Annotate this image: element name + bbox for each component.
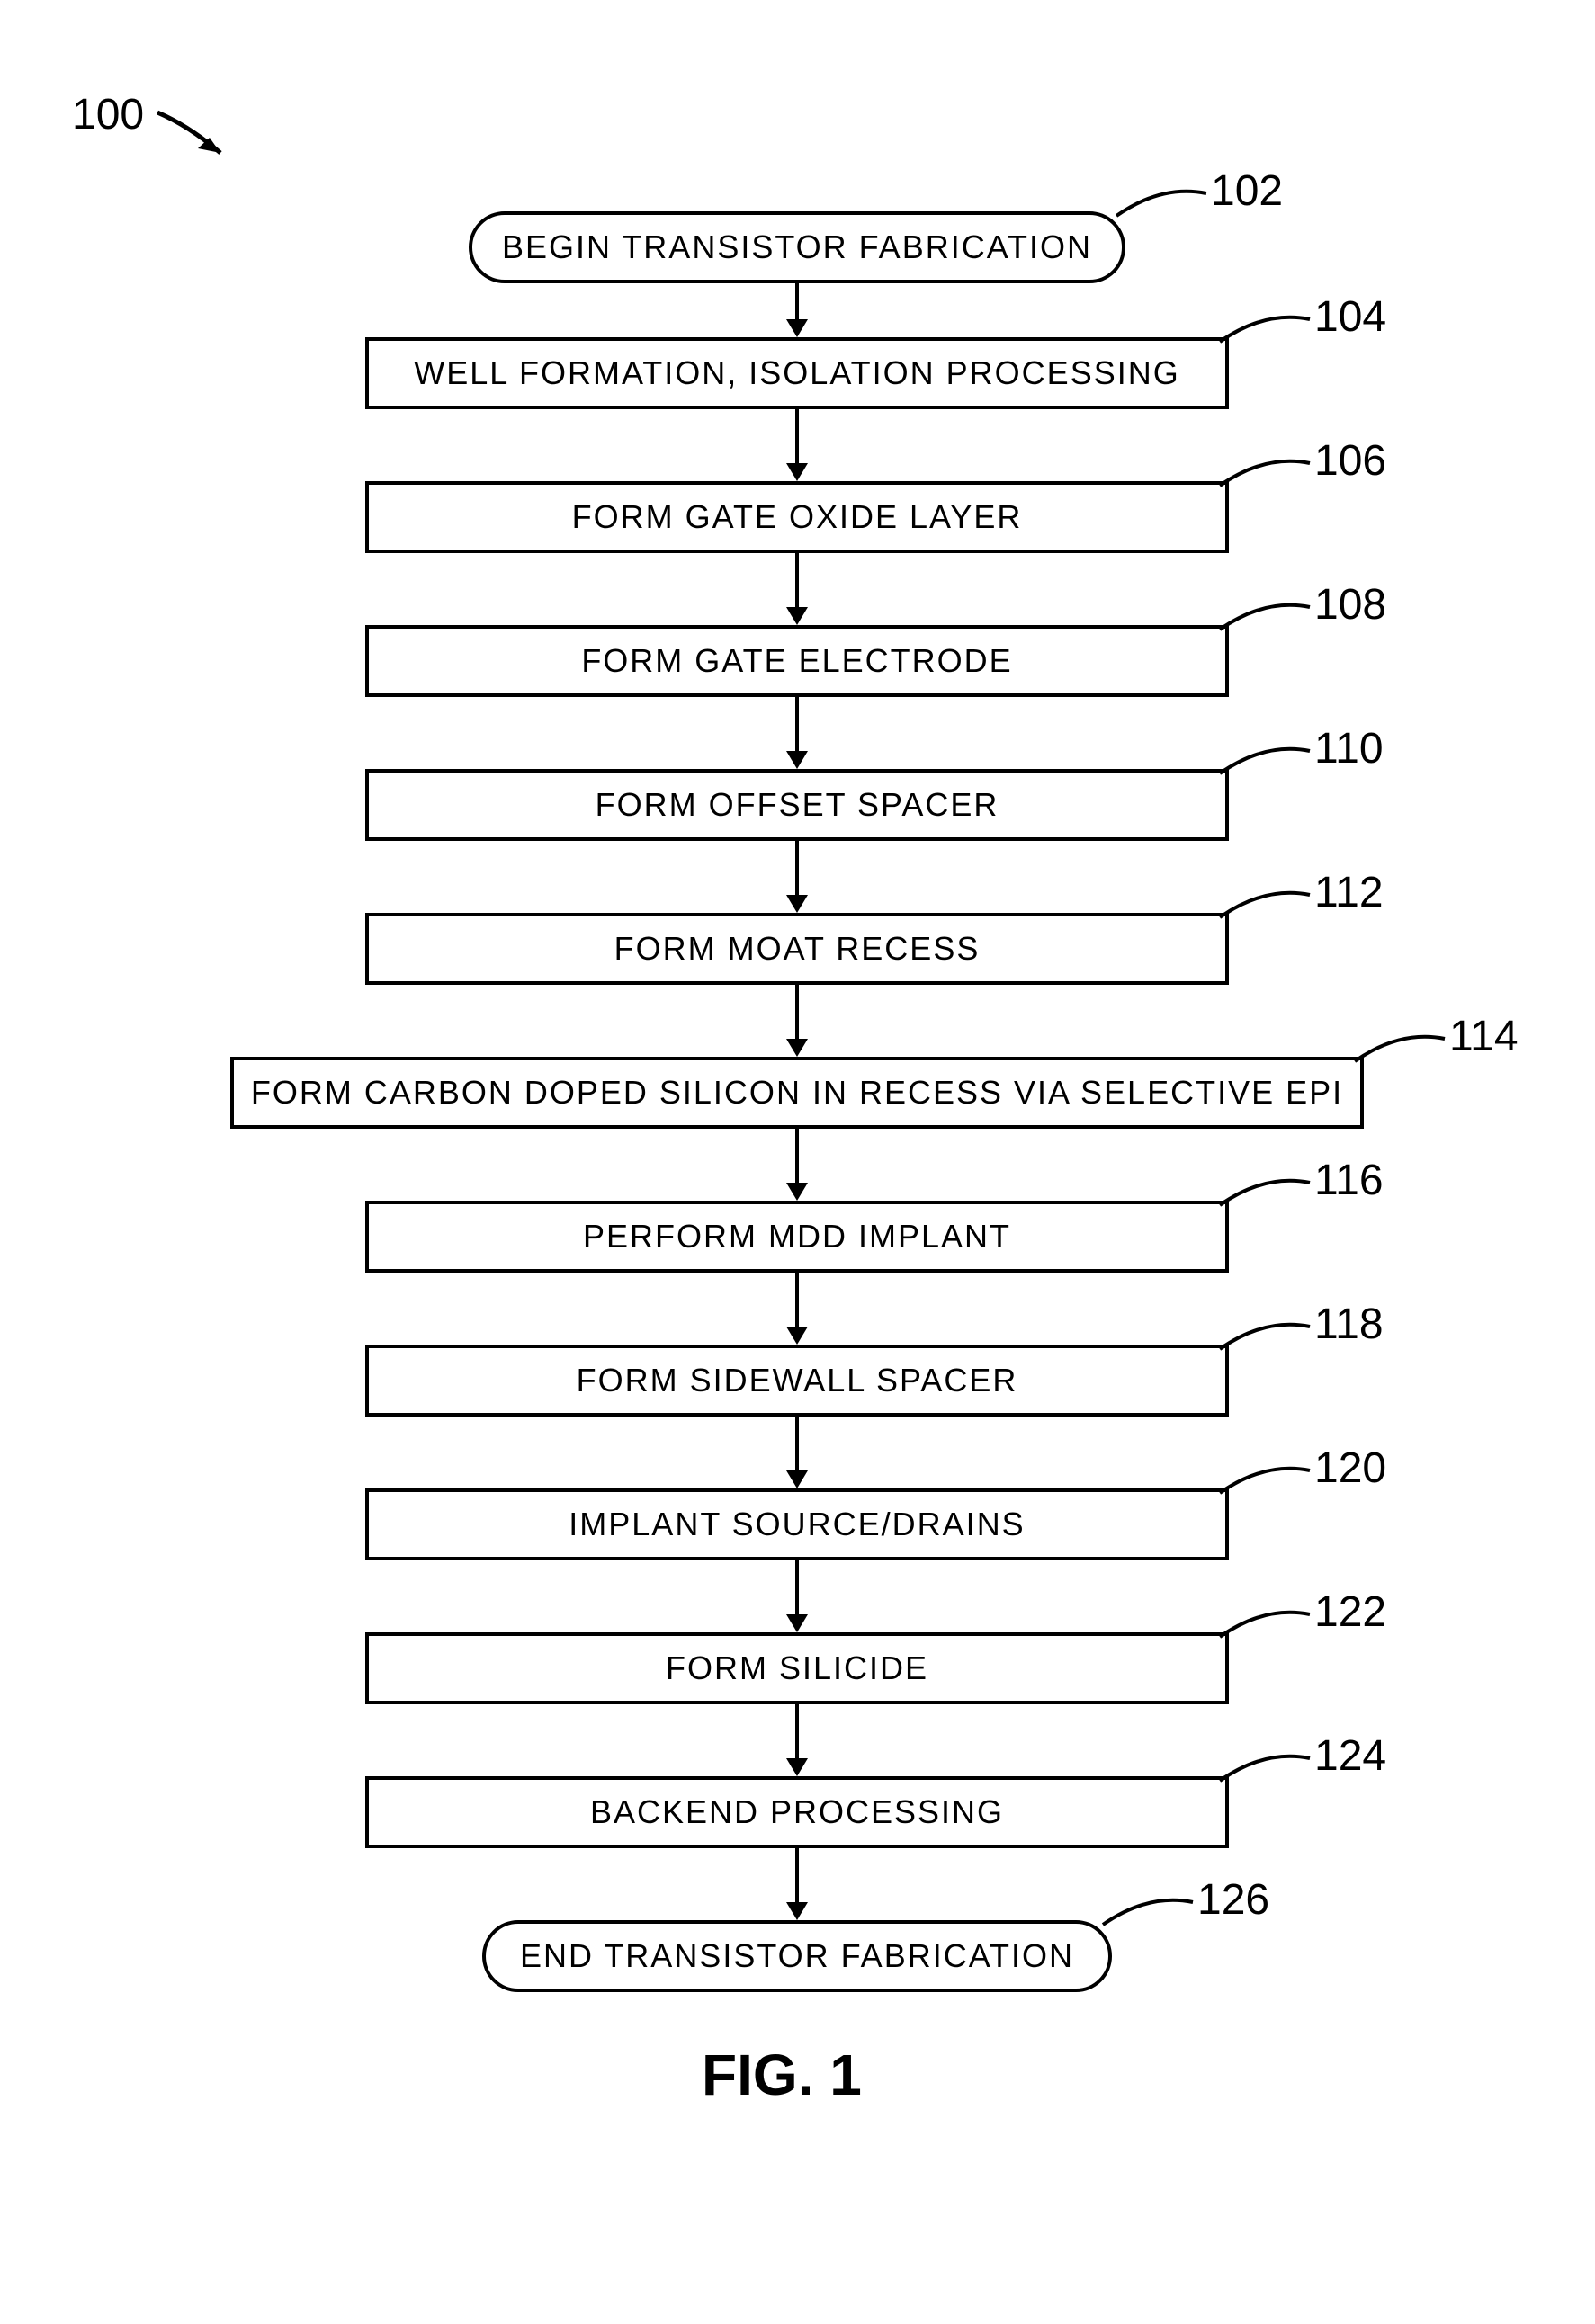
arrow-line-112-114	[795, 985, 799, 1041]
arrow-line-106-108	[795, 553, 799, 609]
node-118: FORM SIDEWALL SPACER	[365, 1345, 1229, 1417]
node-110: FORM OFFSET SPACER	[365, 769, 1229, 841]
leader-104	[1211, 310, 1319, 351]
leader-118	[1211, 1318, 1319, 1358]
node-label-118: FORM SIDEWALL SPACER	[577, 1362, 1018, 1399]
node-label-102: BEGIN TRANSISTOR FABRICATION	[502, 228, 1092, 266]
figure-ref-arrow	[153, 103, 261, 175]
node-108: FORM GATE ELECTRODE	[365, 625, 1229, 697]
node-104: WELL FORMATION, ISOLATION PROCESSING	[365, 337, 1229, 409]
ref-label-108: 108	[1314, 580, 1386, 630]
node-label-114: FORM CARBON DOPED SILICON IN RECESS VIA …	[251, 1074, 1343, 1112]
leader-116	[1211, 1174, 1319, 1214]
node-label-120: IMPLANT SOURCE/DRAINS	[569, 1506, 1025, 1543]
leader-106	[1211, 454, 1319, 495]
node-label-104: WELL FORMATION, ISOLATION PROCESSING	[414, 354, 1179, 392]
node-116: PERFORM MDD IMPLANT	[365, 1201, 1229, 1273]
node-label-126: END TRANSISTOR FABRICATION	[520, 1937, 1074, 1975]
arrow-head-110-112	[786, 895, 808, 913]
ref-label-122: 122	[1314, 1587, 1386, 1637]
leader-124	[1211, 1749, 1319, 1790]
arrow-line-102-104	[795, 283, 799, 321]
arrow-head-102-104	[786, 319, 808, 337]
arrow-line-124-126	[795, 1848, 799, 1904]
leader-108	[1211, 598, 1319, 639]
node-label-112: FORM MOAT RECESS	[614, 930, 981, 968]
node-114: FORM CARBON DOPED SILICON IN RECESS VIA …	[230, 1057, 1364, 1129]
leader-120	[1211, 1461, 1319, 1502]
arrow-line-118-120	[795, 1417, 799, 1472]
ref-label-112: 112	[1314, 868, 1384, 917]
arrow-line-120-122	[795, 1560, 799, 1616]
arrow-head-104-106	[786, 463, 808, 481]
arrow-head-120-122	[786, 1614, 808, 1632]
ref-label-126: 126	[1197, 1875, 1269, 1925]
node-label-108: FORM GATE ELECTRODE	[581, 642, 1012, 680]
node-label-106: FORM GATE OXIDE LAYER	[572, 498, 1023, 536]
arrow-head-124-126	[786, 1902, 808, 1920]
flowchart-container: 100 BEGIN TRANSISTOR FABRICATION 102 WELL …	[0, 0, 1595, 2324]
ref-label-116: 116	[1314, 1156, 1384, 1205]
leader-114	[1346, 1030, 1454, 1070]
arrow-line-116-118	[795, 1273, 799, 1328]
leader-126	[1094, 1893, 1202, 1934]
node-112: FORM MOAT RECESS	[365, 913, 1229, 985]
node-124: BACKEND PROCESSING	[365, 1776, 1229, 1848]
arrow-head-118-120	[786, 1470, 808, 1488]
node-120: IMPLANT SOURCE/DRAINS	[365, 1488, 1229, 1560]
node-126: END TRANSISTOR FABRICATION	[482, 1920, 1112, 1992]
ref-label-120: 120	[1314, 1444, 1386, 1493]
node-label-122: FORM SILICIDE	[666, 1649, 928, 1687]
arrow-head-106-108	[786, 607, 808, 625]
node-label-124: BACKEND PROCESSING	[590, 1793, 1004, 1831]
ref-label-106: 106	[1314, 436, 1386, 486]
arrow-line-104-106	[795, 409, 799, 465]
ref-label-102: 102	[1211, 166, 1283, 216]
arrow-line-110-112	[795, 841, 799, 897]
node-106: FORM GATE OXIDE LAYER	[365, 481, 1229, 553]
leader-122	[1211, 1605, 1319, 1646]
arrow-head-112-114	[786, 1039, 808, 1057]
leader-112	[1211, 886, 1319, 926]
ref-label-114: 114	[1449, 1012, 1519, 1061]
arrow-head-122-124	[786, 1758, 808, 1776]
node-label-110: FORM OFFSET SPACER	[596, 786, 999, 824]
leader-102	[1107, 184, 1215, 225]
ref-label-104: 104	[1314, 292, 1386, 342]
node-label-116: PERFORM MDD IMPLANT	[583, 1218, 1011, 1256]
arrow-head-108-110	[786, 751, 808, 769]
ref-label-124: 124	[1314, 1731, 1386, 1781]
arrow-head-116-118	[786, 1327, 808, 1345]
leader-110	[1211, 742, 1319, 782]
arrow-line-122-124	[795, 1704, 799, 1760]
arrow-head-114-116	[786, 1183, 808, 1201]
node-122: FORM SILICIDE	[365, 1632, 1229, 1704]
figure-ref-100: 100	[72, 90, 144, 139]
ref-label-110: 110	[1314, 724, 1384, 773]
ref-label-118: 118	[1314, 1300, 1384, 1349]
node-102: BEGIN TRANSISTOR FABRICATION	[469, 211, 1125, 283]
arrow-line-108-110	[795, 697, 799, 753]
figure-label: FIG. 1	[702, 2042, 862, 2108]
arrow-line-114-116	[795, 1129, 799, 1184]
